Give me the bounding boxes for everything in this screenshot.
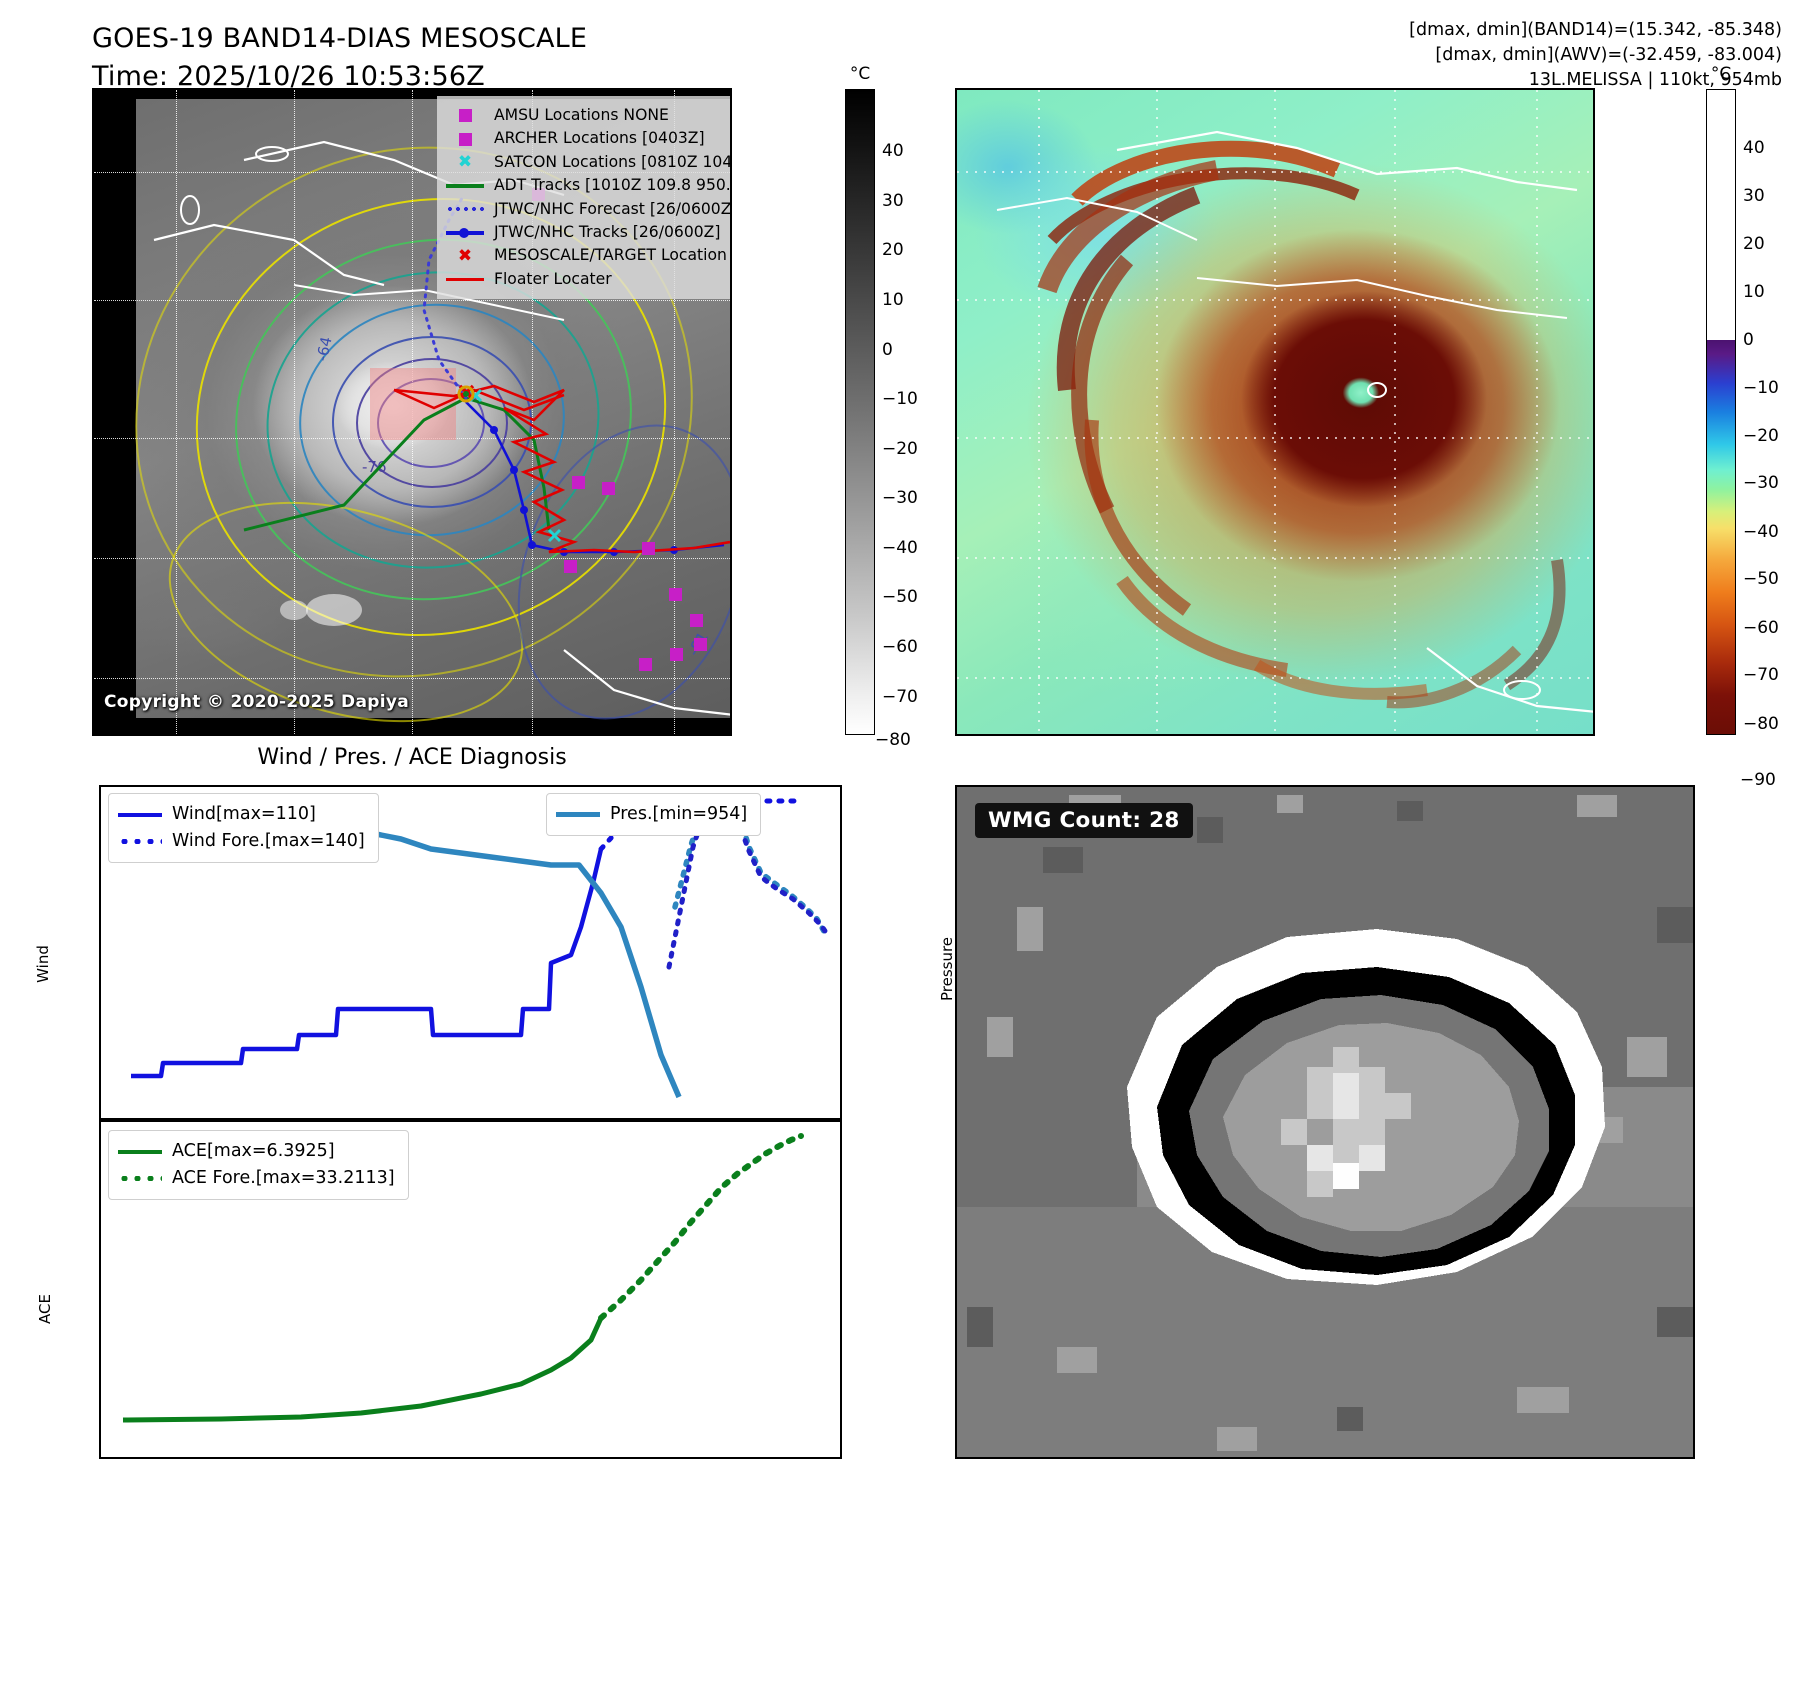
colorbar-tick: 40 bbox=[1743, 137, 1765, 158]
legend-item[interactable]: Wind[max=110] bbox=[118, 801, 365, 828]
colorbar-tick: −10 bbox=[1743, 377, 1779, 398]
legend-item[interactable]: ARCHER Locations [0403Z] bbox=[445, 127, 730, 150]
meta-band14-extremes: [dmax, dmin](BAND14)=(15.342, -85.348) bbox=[1409, 20, 1782, 40]
legend-label: Pres.[min=954] bbox=[610, 804, 748, 824]
ir-satellite-image: -64 -76 -81 bbox=[94, 90, 730, 734]
legend-item[interactable]: Pres.[min=954] bbox=[556, 801, 747, 828]
colorbar-tick: 40 bbox=[882, 141, 904, 162]
green-solid-line-icon bbox=[118, 1149, 162, 1154]
contour-label-76: -76 bbox=[362, 458, 387, 476]
legend-item[interactable]: ✖ SATCON Locations [0810Z 104 956] bbox=[445, 151, 732, 174]
wmg-blocks bbox=[957, 787, 1693, 1457]
green-solid-line-icon bbox=[445, 184, 485, 188]
ir-colorbar[interactable]: 40 30 20 10 0 −10 −20 −30 −40 −50 −60 −7… bbox=[845, 89, 918, 735]
colorbar-tick: −60 bbox=[1743, 617, 1779, 638]
colorbar-tick: −50 bbox=[1743, 569, 1779, 590]
blue-line-with-dot-icon bbox=[445, 227, 485, 238]
page-title: GOES-19 BAND14-DIAS MESOSCALE Time: 2025… bbox=[92, 20, 587, 97]
legend-label: ACE[max=6.3925] bbox=[172, 1141, 335, 1161]
wmg-mask-panel[interactable]: WMG Count: 28 bbox=[955, 785, 1695, 1459]
colorbar-tick: 30 bbox=[1743, 185, 1765, 206]
legend-label: SATCON Locations [0810Z 104 956] bbox=[494, 152, 732, 171]
legend-label: JTWC/NHC Forecast [26/0600Z] bbox=[494, 199, 732, 218]
ace-axis-label: ACE bbox=[35, 1294, 54, 1324]
legend-label: MESOSCALE/TARGET Location bbox=[494, 246, 727, 265]
title-line-1: GOES-19 BAND14-DIAS MESOSCALE bbox=[92, 23, 588, 54]
colorbar-tick: −40 bbox=[882, 537, 918, 558]
colorbar-tick: 10 bbox=[1743, 281, 1765, 302]
legend-label: ARCHER Locations [0403Z] bbox=[494, 129, 705, 148]
magenta-square-marker-icon bbox=[445, 109, 485, 123]
pressure-legend: Pres.[min=954] bbox=[546, 793, 762, 837]
legend-label: AMSU Locations NONE bbox=[494, 106, 669, 124]
ace-plot bbox=[122, 1133, 804, 1423]
blue-dotted-line-icon bbox=[118, 839, 162, 845]
ir-legend: AMSU Locations NONE ARCHER Locations [04… bbox=[437, 96, 732, 300]
legend-item[interactable]: JTWC/NHC Tracks [26/0600Z] bbox=[445, 221, 730, 244]
colorbar-tick: −60 bbox=[882, 637, 918, 658]
awv-colorbar-unit: °C bbox=[1710, 64, 1732, 84]
colorbar-tick: −70 bbox=[882, 686, 918, 707]
meta-storm-summary: 13L.MELISSA | 110kt, 954mb bbox=[1528, 70, 1782, 91]
legend-label: Wind[max=110] bbox=[172, 804, 316, 824]
awv-overlay bbox=[957, 90, 1593, 734]
awv-image-panel[interactable]: 20°N 18°N 16°N 14°N 12°N 80°W 78°W 76°W … bbox=[955, 88, 1595, 736]
colorbar-tick: −70 bbox=[1743, 665, 1779, 686]
wind-pressure-chart[interactable]: 140 120 100 80 60 40 20 1010 1000 990 98… bbox=[99, 785, 842, 1120]
copyright-notice: Copyright © 2020-2025 Dapiya bbox=[104, 692, 409, 712]
colorbar-tick: −80 bbox=[875, 730, 911, 750]
steel-solid-line-icon bbox=[556, 812, 600, 818]
metadata-block: [dmax, dmin](BAND14)=(15.342, -85.348) [… bbox=[1409, 18, 1782, 94]
colorbar-tick: 20 bbox=[882, 240, 904, 261]
ir-colorbar-unit: °C bbox=[849, 64, 871, 84]
wind-legend: Wind[max=110] Wind Fore.[max=140] bbox=[108, 793, 379, 864]
colorbar-tick: −20 bbox=[1743, 425, 1779, 446]
legend-item[interactable]: Wind Fore.[max=140] bbox=[118, 828, 365, 855]
cyan-x-marker-icon: ✖ bbox=[457, 151, 473, 172]
green-dotted-line-icon bbox=[118, 1176, 162, 1182]
colorbar-tick: −80 bbox=[1743, 713, 1779, 734]
colorbar-tick: 20 bbox=[1743, 233, 1765, 254]
legend-label: JTWC/NHC Tracks [26/0600Z] bbox=[494, 222, 721, 241]
colorbar-tick: −30 bbox=[1743, 473, 1779, 494]
legend-item[interactable]: ✖ MESOSCALE/TARGET Location bbox=[445, 244, 730, 267]
magenta-square-marker-icon bbox=[445, 132, 485, 146]
meta-awv-extremes: [dmax, dmin](AWV)=(-32.459, -83.004) bbox=[1435, 45, 1782, 66]
colorbar-tick: −90 bbox=[1740, 770, 1776, 790]
legend-item[interactable]: AMSU Locations NONE bbox=[445, 104, 730, 127]
colorbar-tick: −50 bbox=[882, 587, 918, 608]
blue-dotted-line-icon bbox=[445, 207, 485, 212]
colorbar-tick: 0 bbox=[1743, 329, 1754, 350]
red-solid-line-icon bbox=[445, 277, 485, 281]
legend-label: ADT Tracks [1010Z 109.8 950.6] bbox=[494, 176, 732, 195]
ace-chart[interactable]: 35 30 25 20 15 10 5 0 ACE[max=6.3925] AC… bbox=[99, 1120, 842, 1459]
wmg-count-badge: WMG Count: 28 bbox=[975, 803, 1193, 838]
wind-axis-label: Wind bbox=[33, 945, 52, 983]
ace-legend: ACE[max=6.3925] ACE Fore.[max=33.2113] bbox=[108, 1130, 409, 1201]
colorbar-tick: −10 bbox=[882, 389, 918, 410]
legend-item[interactable]: Floater Locater bbox=[445, 268, 730, 291]
colorbar-tick: −20 bbox=[882, 438, 918, 459]
legend-item[interactable]: ACE[max=6.3925] bbox=[118, 1138, 395, 1165]
legend-label: Wind Fore.[max=140] bbox=[172, 831, 365, 852]
blue-solid-line-icon bbox=[118, 812, 162, 817]
legend-label: ACE Fore.[max=33.2113] bbox=[172, 1168, 395, 1189]
legend-item[interactable]: JTWC/NHC Forecast [26/0600Z] bbox=[445, 198, 732, 221]
red-x-marker-icon: ✖ bbox=[457, 245, 473, 266]
colorbar-tick: 0 bbox=[882, 339, 893, 360]
ir-image-panel[interactable]: -64 -76 -81 bbox=[92, 88, 732, 736]
diagnosis-title: Wind / Pres. / ACE Diagnosis bbox=[257, 745, 567, 770]
awv-colorbar[interactable]: 40 30 20 10 0 −10 −20 −30 −40 −50 −60 −7… bbox=[1706, 89, 1779, 735]
pressure-axis-label: Pressure bbox=[938, 936, 957, 1002]
title-line-2: Time: 2025/10/26 10:53:56Z bbox=[92, 61, 485, 93]
colorbar-tick: 10 bbox=[882, 289, 904, 310]
wmg-mask-image: WMG Count: 28 bbox=[957, 787, 1693, 1457]
colorbar-tick: −30 bbox=[882, 488, 918, 509]
colorbar-tick: −40 bbox=[1743, 521, 1779, 542]
legend-item[interactable]: ADT Tracks [1010Z 109.8 950.6] bbox=[445, 174, 732, 197]
legend-label: Floater Locater bbox=[494, 269, 612, 288]
legend-item[interactable]: ACE Fore.[max=33.2113] bbox=[118, 1165, 395, 1192]
colorbar-tick: 30 bbox=[882, 190, 904, 211]
awv-satellite-image bbox=[957, 90, 1593, 734]
